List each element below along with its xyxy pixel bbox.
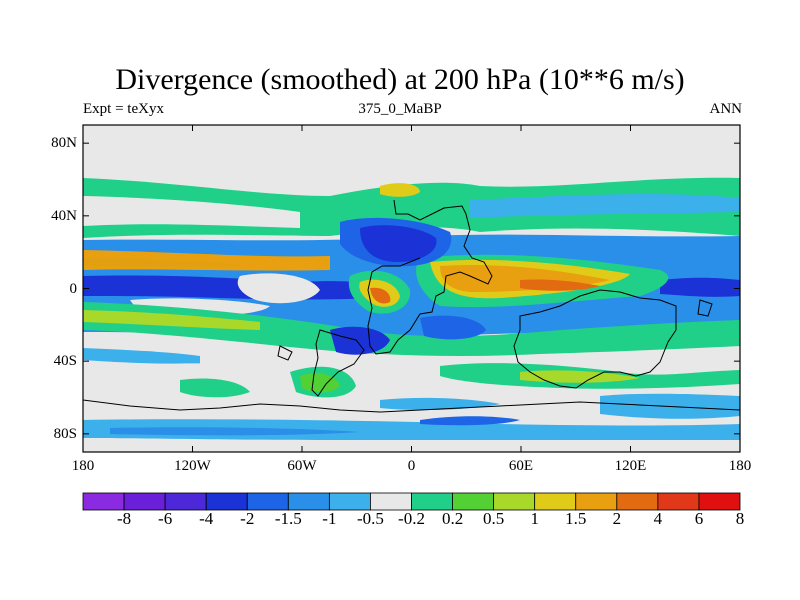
colorbar-swatch [411, 492, 453, 511]
colorbar-swatch [616, 492, 659, 511]
colorbar-label: 0.5 [483, 509, 505, 528]
colorbar-label: -1.5 [274, 509, 302, 528]
colorbar-label: -6 [158, 509, 173, 528]
lat-tick-label: 40N [51, 207, 77, 224]
colorbar-swatch [370, 492, 412, 511]
lat-tick-label: 80S [53, 425, 77, 442]
colorbar-label: -0.2 [398, 509, 425, 528]
lat-tick-label: 0 [69, 280, 78, 297]
colorbar-label: -2 [240, 509, 255, 528]
colorbar-label: 2 [612, 509, 622, 528]
experiment-label: Expt = teXyx [83, 101, 164, 117]
colorbar [82, 492, 741, 511]
colorbar-swatch [698, 492, 741, 511]
lat-tick-label: 40S [53, 353, 77, 370]
lon-tick-label: 120W [174, 458, 211, 474]
lon-tick-label: 60E [508, 458, 534, 474]
axis-ticks [82, 125, 741, 452]
colorbar-label: 1 [530, 509, 539, 528]
colorbar-swatch [164, 492, 207, 511]
lat-tick-label: 80N [51, 135, 77, 152]
lon-tick-label: 120E [614, 458, 647, 474]
colorbar-swatch [534, 492, 577, 511]
colorbar-swatch [246, 492, 289, 511]
colorbar-label: -4 [199, 509, 214, 528]
colorbar-swatch [205, 492, 248, 511]
colorbar-label: -1 [322, 509, 337, 528]
colorbar-label: 8 [735, 509, 745, 528]
contour-fills [83, 177, 740, 440]
lon-tick-label: 0 [407, 458, 416, 474]
colorbar-label: 6 [694, 509, 704, 528]
colorbar-swatch [287, 492, 330, 511]
colorbar-swatch [493, 492, 536, 511]
colorbar-label: 1.5 [565, 509, 587, 528]
colorbar-swatch [123, 492, 166, 511]
colorbar-swatch [328, 492, 371, 511]
coastlines [83, 199, 740, 413]
colorbar-swatch [575, 492, 618, 511]
season-label: ANN [709, 101, 743, 117]
colorbar-label: 0.2 [441, 509, 464, 528]
plot-title: Divergence (smoothed) at 200 hPa (10**6 … [115, 63, 685, 96]
lon-tick-label: 180 [71, 458, 95, 474]
colorbar-label: -0.5 [356, 509, 384, 528]
lon-tick-label: 180 [728, 458, 752, 474]
lon-tick-label: 60W [287, 458, 317, 474]
colorbar-swatch [82, 492, 125, 511]
colorbar-swatch [657, 492, 700, 511]
colorbar-swatch [452, 492, 495, 511]
time-label: 375_0_MaBP [358, 101, 442, 117]
colorbar-label: -8 [116, 509, 132, 528]
colorbar-label: 4 [653, 509, 663, 528]
